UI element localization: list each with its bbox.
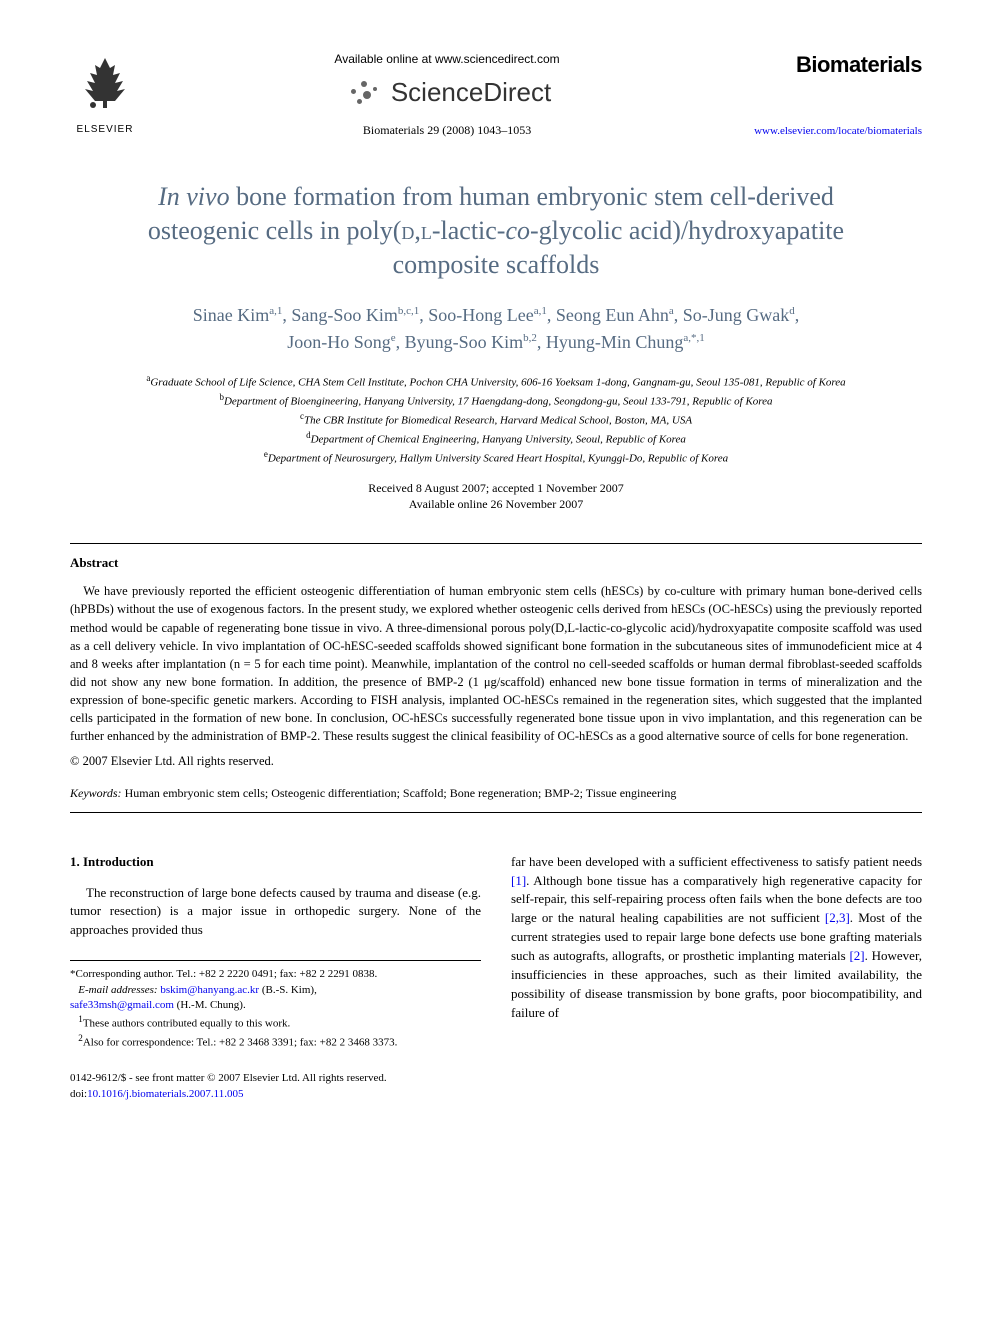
divider-top [70, 543, 922, 544]
intro-left-para: The reconstruction of large bone defects… [70, 884, 481, 941]
ref-link-23[interactable]: [2,3] [825, 910, 850, 925]
body-columns: 1. Introduction The reconstruction of la… [70, 853, 922, 1052]
fn1-text: These authors contributed equally to thi… [83, 1018, 290, 1030]
intro-right-para: far have been developed with a sufficien… [511, 853, 922, 1023]
doi-label: doi: [70, 1088, 87, 1100]
front-matter-text: 0142-9612/$ - see front matter © 2007 El… [70, 1071, 922, 1086]
affil-c: The CBR Institute for Biomedical Researc… [304, 415, 692, 427]
footnotes-block: *Corresponding author. Tel.: +82 2 2220 … [70, 960, 481, 1051]
journal-name: Biomaterials [754, 50, 922, 81]
title-co: co [505, 216, 530, 245]
email-line-2: safe33msh@gmail.com (H.-M. Chung). [70, 998, 481, 1013]
journal-block: Biomaterials www.elsevier.com/locate/bio… [754, 50, 922, 140]
sciencedirect-text: ScienceDirect [391, 74, 551, 110]
email-link-2[interactable]: safe33msh@gmail.com [70, 999, 174, 1011]
footnote-1: 1These authors contributed equally to th… [70, 1013, 481, 1032]
affiliations: aGraduate School of Life Science, CHA St… [70, 372, 922, 468]
author-sep-1: , Sang-Soo Kim [282, 305, 398, 325]
author-1: Sinae Kim [193, 305, 270, 325]
author-2-sup: b,c,1 [398, 305, 419, 317]
email-line: E-mail addresses: bskim@hanyang.ac.kr (B… [70, 983, 481, 998]
affil-b: Department of Bioengineering, Hanyang Un… [224, 396, 773, 408]
journal-url-link[interactable]: www.elsevier.com/locate/biomaterials [754, 125, 922, 137]
keywords-line: Keywords: Human embryonic stem cells; Os… [70, 785, 922, 802]
author-sep-7: , Hyung-Min Chung [537, 332, 684, 352]
authors-list: Sinae Kima,1, Sang-Soo Kimb,c,1, Soo-Hon… [70, 302, 922, 356]
author-3-sup: a,1 [534, 305, 547, 317]
fn2-text: Also for correspondence: Tel.: +82 2 346… [83, 1037, 398, 1049]
divider-bottom [70, 812, 922, 813]
left-column: 1. Introduction The reconstruction of la… [70, 853, 481, 1052]
author-6: Joon-Ho Song [287, 332, 391, 352]
elsevier-logo: ELSEVIER [70, 53, 140, 138]
title-smallcaps: d,l [401, 216, 432, 245]
available-online-text: Available online at www.sciencedirect.co… [140, 51, 754, 68]
intro-heading: 1. Introduction [70, 853, 481, 872]
title-mid: -lactic- [432, 216, 506, 245]
abstract-copyright: © 2007 Elsevier Ltd. All rights reserved… [70, 753, 922, 771]
author-8-sup: a,*,1 [683, 332, 704, 344]
sciencedirect-logo: ScienceDirect [140, 74, 754, 110]
author-sep-4: , So-Jung Gwak [674, 305, 790, 325]
corresponding-author: *Corresponding author. Tel.: +82 2 2220 … [70, 967, 481, 982]
footnote-2: 2Also for correspondence: Tel.: +82 2 34… [70, 1032, 481, 1051]
intro-right-pre: far have been developed with a sufficien… [511, 854, 922, 869]
email-who-1: (B.-S. Kim), [259, 984, 317, 996]
affil-d: Department of Chemical Engineering, Hany… [311, 434, 686, 446]
elsevier-name: ELSEVIER [70, 123, 140, 137]
affil-e: Department of Neurosurgery, Hallym Unive… [268, 453, 728, 465]
affil-a: Graduate School of Life Science, CHA Ste… [150, 376, 845, 388]
email-who-2: (H.-M. Chung). [174, 999, 246, 1011]
author-sep-2: , Soo-Hong Lee [419, 305, 533, 325]
author-1-sup: a,1 [269, 305, 282, 317]
author-sep-6: , Byung-Soo Kim [396, 332, 524, 352]
keywords-text: Human embryonic stem cells; Osteogenic d… [122, 786, 677, 800]
abstract-body: We have previously reported the efficien… [70, 582, 922, 745]
email-link-1[interactable]: bskim@hanyang.ac.kr [158, 984, 259, 996]
citation-text: Biomaterials 29 (2008) 1043–1053 [140, 122, 754, 139]
page-header: ELSEVIER Available online at www.science… [70, 50, 922, 140]
article-dates: Received 8 August 2007; accepted 1 Novem… [70, 480, 922, 514]
abstract-text: We have previously reported the efficien… [70, 584, 922, 743]
title-italic-pre: In vivo [158, 182, 229, 211]
author-sep-5: , [795, 305, 800, 325]
email-label: E-mail addresses: [78, 984, 157, 996]
sciencedirect-dots-icon [343, 77, 383, 107]
keywords-label: Keywords: [70, 786, 122, 800]
ref-link-1[interactable]: [1] [511, 873, 526, 888]
author-7-sup: b,2 [523, 332, 537, 344]
page-footer: 0142-9612/$ - see front matter © 2007 El… [70, 1071, 922, 1102]
author-sep-3: , Seong Eun Ahn [547, 305, 669, 325]
ref-link-2[interactable]: [2] [849, 948, 864, 963]
header-center: Available online at www.sciencedirect.co… [140, 51, 754, 139]
right-column: far have been developed with a sufficien… [511, 853, 922, 1052]
doi-link[interactable]: 10.1016/j.biomaterials.2007.11.005 [87, 1088, 243, 1100]
doi-line: doi:10.1016/j.biomaterials.2007.11.005 [70, 1087, 922, 1102]
date-received: Received 8 August 2007; accepted 1 Novem… [368, 481, 624, 495]
abstract-heading: Abstract [70, 554, 922, 572]
elsevier-tree-icon [75, 53, 135, 113]
date-online: Available online 26 November 2007 [409, 497, 583, 511]
article-title: In vivo bone formation from human embryo… [100, 180, 892, 281]
